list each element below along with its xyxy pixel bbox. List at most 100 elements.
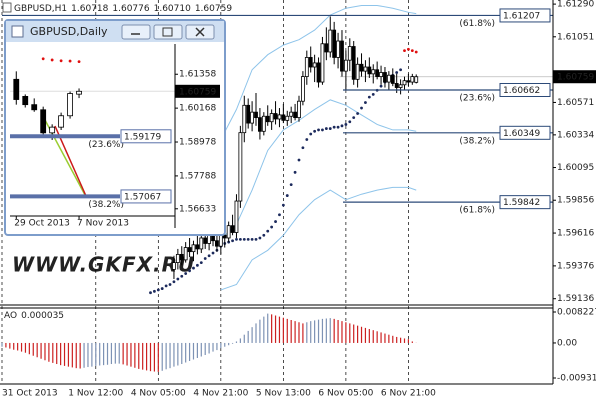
watermark: WWW.GKFX.RU [12,253,195,277]
candle-body [246,104,251,124]
candle-body [398,84,403,88]
candle-body [40,109,47,134]
chart-header: GBPUSD,H1 1.60718 1.60776 1.60710 1.60759 [14,4,232,14]
fib-value-box [499,195,551,210]
sar-dot [172,280,176,284]
candle-body [269,113,274,123]
candle-body [49,126,56,134]
fib-value: 1.59179 [124,132,161,142]
candle-body [336,40,340,58]
inset-price-box [175,84,220,98]
sar-dot [153,289,156,293]
sar-dot [184,272,188,275]
sar-dot [301,146,305,150]
x-tick-label: 6 Nov 05:00 [318,389,373,399]
candle-body [261,115,266,132]
sar-dot [371,92,375,96]
candle-body [312,62,317,68]
sar-dot [274,220,277,223]
y-tick-label: 1.60168 [179,104,216,114]
sar-dot [317,128,320,132]
fib-level-label: (61.8%) [459,19,495,29]
sar-dot [77,60,81,64]
x-tick-label: 4 Nov 21:00 [193,389,248,399]
sar-dot [407,47,410,51]
fib-level-label: (38.2%) [88,200,124,210]
sar-dot [328,127,332,130]
candle-body [258,117,262,132]
current-price: 1.60759 [557,73,594,83]
y-tick-label: 1.61051 [557,32,594,42]
sar-dot [250,237,254,241]
candle-body [172,262,176,270]
y-tick-label: -0.009316 [557,374,596,384]
candle-body [379,72,383,77]
sar-dot [332,125,336,129]
y-tick-label: 1.56633 [179,204,216,214]
candle-body [383,72,387,83]
candle-body [250,111,254,124]
sar-dot [289,183,293,187]
sar-dot [246,237,250,241]
candle-body [234,200,239,233]
candle-body [308,57,313,68]
y-tick-label: 1.59616 [557,229,594,239]
fib-level-label: (23.6%) [459,93,495,103]
sar-dot [324,127,328,130]
candle-body [289,111,294,117]
candle-body [211,234,215,242]
candle-body [230,225,235,233]
sar-dot [254,237,258,241]
fib-value: 1.60349 [503,129,540,139]
sar-dot [262,233,266,237]
window-icon [11,25,24,38]
window-button[interactable] [121,24,151,40]
x-tick-label: 1 Nov 12:00 [68,389,123,399]
fib-value: 1.59842 [503,198,540,208]
candle-body [359,63,364,72]
btn-close [195,27,205,37]
sar-dot [309,132,313,136]
header-field: 1.60718 [71,4,108,14]
sar-dot [231,239,234,243]
candle-body [273,113,278,120]
sar-dot [297,158,301,162]
candle-body [183,247,188,261]
x-tick-label: 6 Nov 21:00 [381,389,436,399]
fib-value-box [499,82,551,97]
window-title: GBPUSD,Daily [30,25,108,38]
sar-dot [68,59,72,63]
btn-max [162,27,173,37]
fib-value: 1.61207 [503,11,540,21]
window-button[interactable] [153,24,183,40]
sar-dot [242,237,246,241]
candle-body [410,76,415,83]
candle-body [343,59,348,72]
y-tick-label: 0.008227 [557,307,596,317]
current-price-box [553,70,596,84]
candle-body [175,253,180,264]
candle-body [320,43,325,83]
y-tick-label: 1.61358 [179,70,216,80]
inset-window: GBPUSD,Daily (23.6%)1.59179 (38.2%)1.57067… [4,19,226,236]
candle-body [367,66,372,75]
candle-body [386,74,391,83]
sar-dot [293,170,297,174]
candle-body [371,69,376,75]
header-field: 1.60759 [195,4,232,14]
header-icon [2,2,12,13]
sar-dot [285,194,289,197]
sar-dot [180,274,184,278]
candle-body [203,237,208,244]
candle-body [304,57,309,77]
sar-dot [360,106,363,110]
fib-value-box [499,125,551,140]
candle-body [187,247,192,253]
fib-level-label: (23.6%) [88,140,124,150]
x-tick-label: 4 Nov 05:00 [131,389,186,399]
sar-dot [344,123,348,126]
sar-dot [149,291,152,295]
sar-dot [352,116,356,120]
